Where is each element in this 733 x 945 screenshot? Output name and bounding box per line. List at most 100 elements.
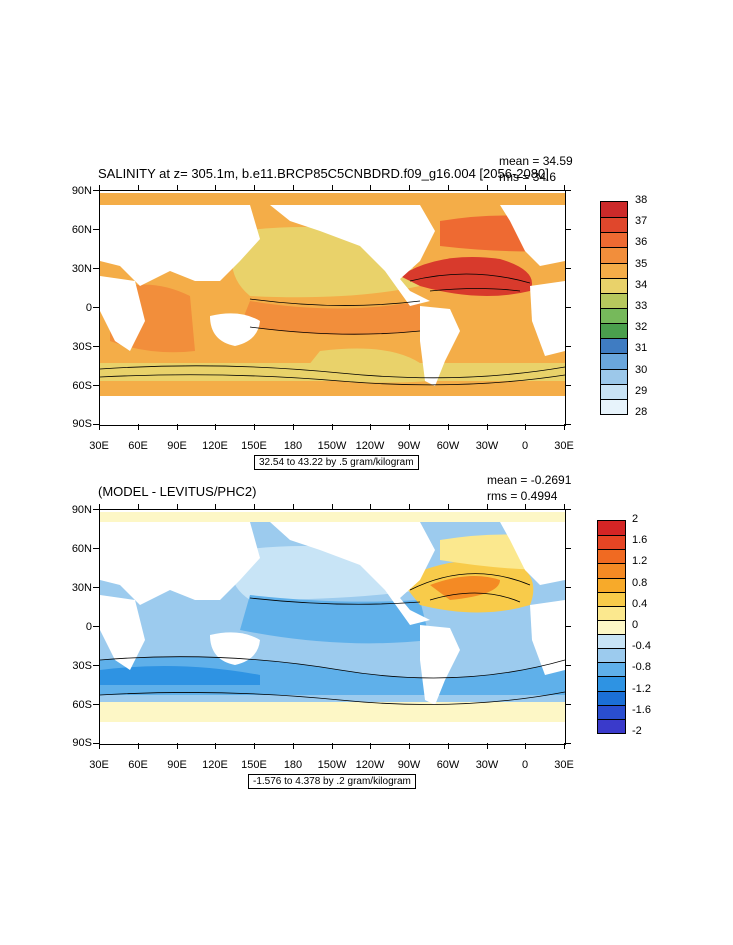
axis-tick bbox=[447, 743, 449, 749]
lat-label: 0 bbox=[85, 302, 92, 314]
axis-tick bbox=[99, 743, 100, 749]
axis-tick bbox=[215, 504, 217, 509]
lat-label: 60N bbox=[71, 224, 92, 236]
axis-tick bbox=[525, 185, 527, 190]
axis-tick bbox=[331, 185, 333, 190]
lon-label: 120W bbox=[355, 440, 385, 452]
lat-label: 30N bbox=[71, 263, 92, 275]
axis-tick bbox=[447, 185, 449, 190]
axis-tick bbox=[292, 743, 294, 749]
lon-label: 120E bbox=[202, 440, 228, 452]
axis-tick bbox=[254, 185, 255, 190]
axis-tick bbox=[93, 229, 99, 230]
colorbar-label: 29 bbox=[635, 384, 648, 397]
colorbar-label: 28 bbox=[635, 406, 648, 418]
lon-label: 90W bbox=[397, 440, 421, 452]
axis-tick bbox=[93, 307, 99, 308]
colorbar-swatch bbox=[601, 277, 627, 293]
axis-tick bbox=[137, 424, 139, 430]
axis-tick bbox=[93, 743, 99, 744]
lat-label: 90S bbox=[72, 418, 92, 430]
colorbar-label: 38 bbox=[635, 194, 648, 206]
axis-tick bbox=[176, 424, 178, 430]
axis-tick bbox=[565, 385, 571, 386]
axis-tick bbox=[370, 424, 372, 430]
axis-tick bbox=[215, 743, 217, 749]
axis-tick bbox=[99, 185, 100, 190]
axis-tick bbox=[93, 704, 99, 705]
axis-tick bbox=[176, 185, 178, 190]
axis-tick bbox=[99, 424, 100, 430]
colorbar-label: 32 bbox=[635, 321, 648, 334]
colorbar-swatch bbox=[601, 262, 627, 278]
axis-tick bbox=[99, 504, 100, 509]
colorbar-swatch bbox=[601, 323, 627, 339]
axis-tick bbox=[409, 185, 410, 190]
salinity-colorbar bbox=[600, 201, 628, 415]
colorbar-label: 34 bbox=[635, 278, 648, 291]
axis-tick bbox=[370, 743, 372, 749]
axis-tick bbox=[93, 190, 99, 191]
axis-tick bbox=[565, 743, 571, 744]
axis-tick bbox=[565, 509, 571, 510]
axis-tick bbox=[409, 504, 410, 509]
axis-tick bbox=[137, 743, 139, 749]
axis-tick bbox=[564, 185, 565, 190]
axis-tick bbox=[525, 743, 527, 749]
panel1-info: 32.54 to 43.22 by .5 gram/kilogram bbox=[254, 455, 419, 470]
axis-tick bbox=[486, 185, 488, 190]
axis-tick bbox=[292, 504, 294, 509]
axis-tick bbox=[565, 190, 571, 191]
axis-tick bbox=[565, 665, 571, 666]
axis-tick bbox=[254, 424, 255, 430]
axis-tick bbox=[565, 307, 571, 308]
panel1-mean: mean = 34.59 bbox=[499, 154, 573, 168]
lon-label: 30E bbox=[89, 440, 109, 452]
colorbar-swatch bbox=[601, 292, 627, 308]
colorbar-swatch bbox=[601, 338, 627, 354]
axis-tick bbox=[176, 743, 178, 749]
lat-label: 60S bbox=[72, 380, 92, 392]
lon-label: 150W bbox=[317, 440, 347, 452]
axis-tick bbox=[565, 229, 571, 230]
axis-tick bbox=[370, 504, 372, 509]
axis-tick bbox=[292, 424, 294, 430]
axis-tick bbox=[525, 424, 527, 430]
axis-tick bbox=[254, 504, 255, 509]
axis-tick bbox=[331, 504, 333, 509]
lon-label: 30E bbox=[554, 440, 574, 452]
panel1-rms: rms = 34.6 bbox=[499, 170, 557, 184]
axis-tick bbox=[447, 424, 449, 430]
colorbar-label: 31 bbox=[635, 342, 648, 355]
axis-tick bbox=[215, 424, 217, 430]
colorbar-swatch bbox=[601, 202, 627, 218]
axis-tick bbox=[137, 504, 139, 509]
axis-tick bbox=[565, 424, 571, 425]
axis-tick bbox=[447, 504, 449, 509]
axis-tick bbox=[93, 424, 99, 425]
axis-tick bbox=[93, 346, 99, 347]
axis-tick bbox=[331, 424, 333, 430]
axis-tick bbox=[409, 743, 410, 749]
lon-label: 0 bbox=[521, 440, 529, 452]
lat-label: 30S bbox=[72, 341, 92, 353]
axis-tick bbox=[93, 268, 99, 269]
axis-tick bbox=[137, 185, 139, 190]
axis-tick bbox=[93, 587, 99, 588]
axis-tick bbox=[93, 665, 99, 666]
colorbar-label: 33 bbox=[635, 300, 648, 312]
axis-tick bbox=[254, 743, 255, 749]
axis-tick bbox=[565, 587, 571, 588]
colorbar-swatch bbox=[601, 308, 627, 324]
axis-tick bbox=[486, 743, 488, 749]
axis-tick bbox=[565, 704, 571, 705]
lon-label: 60E bbox=[128, 440, 148, 452]
axis-tick bbox=[215, 185, 217, 190]
colorbar-swatch bbox=[601, 353, 627, 369]
axis-tick bbox=[93, 548, 99, 549]
axis-tick bbox=[292, 185, 294, 190]
panel1-title: SALINITY at z= 305.1m, b.e11.BRCP85C5CNB… bbox=[98, 166, 549, 181]
colorbar-swatch bbox=[601, 383, 627, 399]
axis-tick bbox=[564, 743, 565, 749]
colorbar-swatch bbox=[601, 247, 627, 263]
